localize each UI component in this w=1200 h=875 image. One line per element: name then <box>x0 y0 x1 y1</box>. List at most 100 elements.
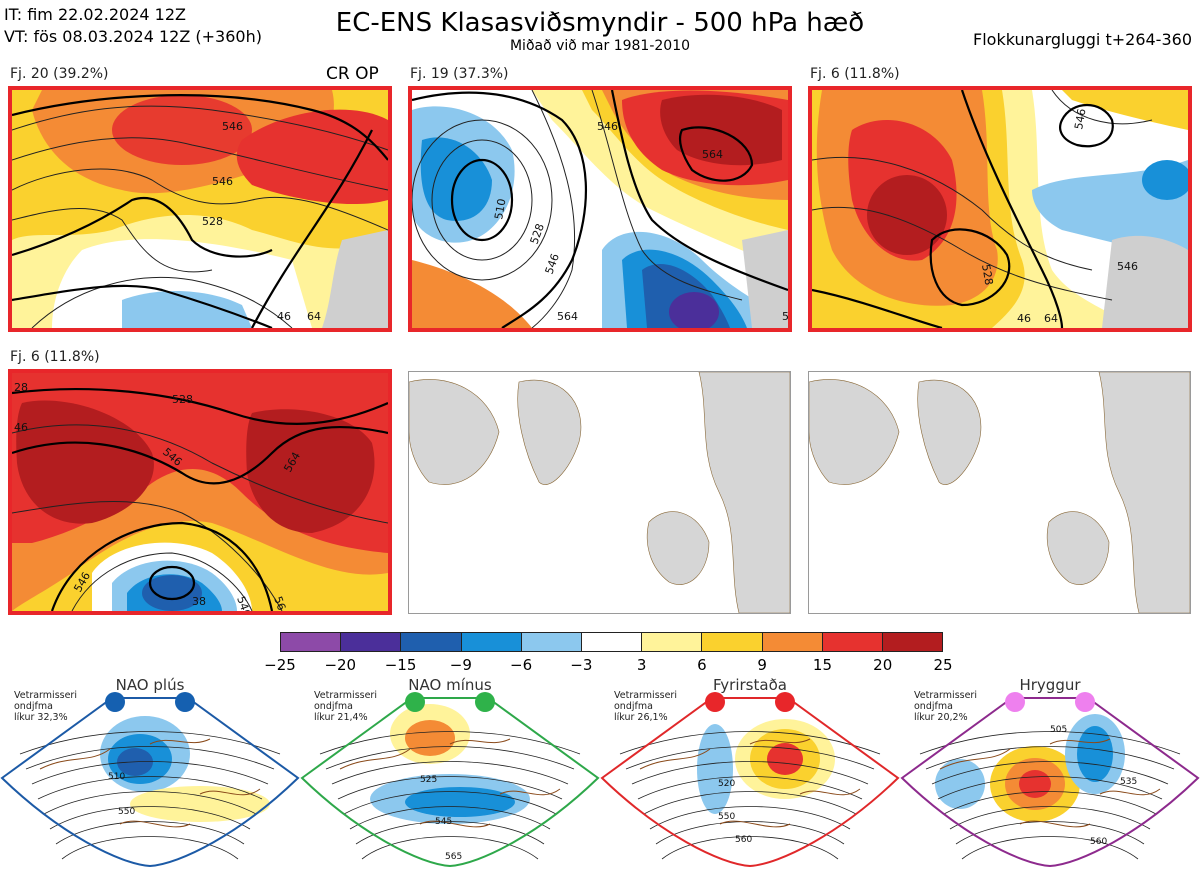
cluster-map-4-graphic: 28 528 46 546 564 546 38 546 56 <box>12 373 388 611</box>
regime-note-line: Vetrarmisseri <box>314 690 377 701</box>
contour-label: 28 <box>14 381 28 394</box>
regime-map: 520 550 560 <box>600 692 900 868</box>
contour-label: 546 <box>597 120 618 133</box>
regime-dot-icon <box>175 692 195 712</box>
contour-label: 46 <box>277 310 291 323</box>
regime-contour-label: 550 <box>118 807 135 817</box>
regime-note-line: líkur 20,2% <box>914 712 968 723</box>
colorbar-tick-label: 25 <box>933 656 953 674</box>
cluster-map-2-graphic: 510 528 546 546 564 564 546 <box>412 90 788 328</box>
colorbar-cell <box>581 633 643 651</box>
contour-label: 546 <box>234 595 253 611</box>
colorbar-tick-label: −20 <box>324 656 357 674</box>
colorbar-tick-label: −25 <box>264 656 296 674</box>
regime-contour-label: 520 <box>718 779 735 789</box>
regime-contour-label: 510 <box>108 772 125 782</box>
regime-map: 505 535 560 <box>900 692 1200 868</box>
colorbar-cell <box>461 633 522 651</box>
colorbar-tick-label: −9 <box>449 656 472 674</box>
regime-name: NAO plús <box>115 676 185 694</box>
regime-contour-label: 545 <box>435 817 452 827</box>
issue-time: IT: fim 22.02.2024 12Z <box>4 5 186 24</box>
regime-note-line: líkur 32,3% <box>14 712 68 723</box>
regime-dot-icon <box>1005 692 1025 712</box>
contour-label: 546 <box>782 310 788 323</box>
colorbar-tick-label: 9 <box>757 656 767 674</box>
regime-map: 510 550 <box>0 692 300 868</box>
cluster-map-4[interactable]: 28 528 46 546 564 546 38 546 56 <box>8 369 392 615</box>
regime-dot-icon <box>775 692 795 712</box>
regime-name: NAO mínus <box>408 676 492 694</box>
valid-time: VT: fös 08.03.2024 12Z (+360h) <box>4 27 262 46</box>
regime-dot-icon <box>1075 692 1095 712</box>
regime-dot-icon <box>105 692 125 712</box>
colorbar-tick-label: 3 <box>636 656 647 674</box>
colorbar-tick-label: 20 <box>873 656 893 674</box>
regime-note-line: ondjfma <box>914 701 953 712</box>
empty-map-6-graphic <box>809 372 1190 613</box>
regime-dot-icon <box>705 692 725 712</box>
regime-note-line: ondjfma <box>614 701 653 712</box>
contour-label: 546 <box>1072 108 1088 131</box>
regime-contour-label: 560 <box>1090 837 1107 847</box>
regime-note: Vetrarmisseri ondjfma líkur 21,4% <box>314 690 377 723</box>
cluster-map-3[interactable]: 528 546 46 64 546 <box>808 86 1192 332</box>
cluster-map-1[interactable]: 528 546 546 46 64 <box>8 86 392 332</box>
header-info: IT: fim 22.02.2024 12Z VT: fös 08.03.202… <box>4 4 262 48</box>
empty-map-5 <box>408 371 791 614</box>
panel-label-1: Fj. 20 (39.2%) <box>10 66 109 82</box>
colorbar-cell <box>882 633 943 651</box>
regime-contour-label: 560 <box>735 835 752 845</box>
contour-label: 546 <box>222 120 243 133</box>
colorbar-tick-label: −3 <box>570 656 593 674</box>
regime-contour-label: 525 <box>420 775 437 785</box>
colorbar-cell <box>401 633 462 651</box>
regime-map: 525 545 565 <box>300 692 600 868</box>
colorbar-tick-label: −6 <box>510 656 533 674</box>
colorbar-cell <box>281 633 342 651</box>
colorbar-tick-label: 15 <box>812 656 832 674</box>
contour-label: 46 <box>14 421 28 434</box>
regime-note-line: líkur 21,4% <box>314 712 368 723</box>
colorbar-tick-label: −15 <box>384 656 417 674</box>
contour-label: 564 <box>702 148 723 161</box>
regime-dot-icon <box>405 692 425 712</box>
colorbar-cell <box>702 633 763 651</box>
contour-label: 564 <box>557 310 578 323</box>
contour-label: 528 <box>202 215 223 228</box>
regime-note-line: Vetrarmisseri <box>614 690 677 701</box>
regime-contour-label: 535 <box>1120 777 1137 787</box>
contour-label: 528 <box>172 393 193 406</box>
panel-label-4: Fj. 6 (11.8%) <box>10 349 100 365</box>
colorbar-cell <box>521 633 582 651</box>
regime-contour-label: 550 <box>718 812 735 822</box>
regime-panel: 505 535 560 Hryggur Vetrarmisseri ondjfma líku… <box>900 674 1200 871</box>
contour-label: 64 <box>1044 312 1058 325</box>
regime-name: Hryggur <box>1019 676 1081 694</box>
contour-label: 510 <box>492 198 508 221</box>
page-subtitle: Miðað við mar 1981-2010 <box>509 38 691 54</box>
contour-label: 56 <box>271 595 288 611</box>
classification-window: Flokkunargluggi t+264-360 <box>973 30 1192 49</box>
regime-name: Fyrirstaða <box>713 676 787 694</box>
regime-contour-label: 565 <box>445 852 462 862</box>
panel-tag-crop: CR OP <box>326 64 379 84</box>
colorbar-cell <box>341 633 402 651</box>
regime-dot-icon <box>475 692 495 712</box>
colorbar-cell <box>822 633 883 651</box>
regime-panel: 525 545 565 NAO mínus Vetrarmisseri ondjfma lí… <box>300 674 600 871</box>
regime-note: Vetrarmisseri ondjfma líkur 26,1% <box>614 690 677 723</box>
colorbar-cell <box>642 633 703 651</box>
page-title: EC-ENS Klasasviðsmyndir - 500 hPa hæð <box>335 8 865 38</box>
cluster-map-1-graphic: 528 546 546 46 64 <box>12 90 388 328</box>
regime-note-line: ondjfma <box>14 701 53 712</box>
regime-note: Vetrarmisseri ondjfma líkur 20,2% <box>914 690 977 723</box>
contour-label: 46 <box>1017 312 1031 325</box>
cluster-map-2[interactable]: 510 528 546 546 564 564 546 <box>408 86 792 332</box>
empty-map-5-graphic <box>409 372 790 613</box>
regime-contour-label: 505 <box>1050 725 1067 735</box>
panel-label-3: Fj. 6 (11.8%) <box>810 66 900 82</box>
contour-label: 528 <box>979 263 995 286</box>
contour-label: 38 <box>192 595 206 608</box>
regime-note: Vetrarmisseri ondjfma líkur 32,3% <box>14 690 77 723</box>
